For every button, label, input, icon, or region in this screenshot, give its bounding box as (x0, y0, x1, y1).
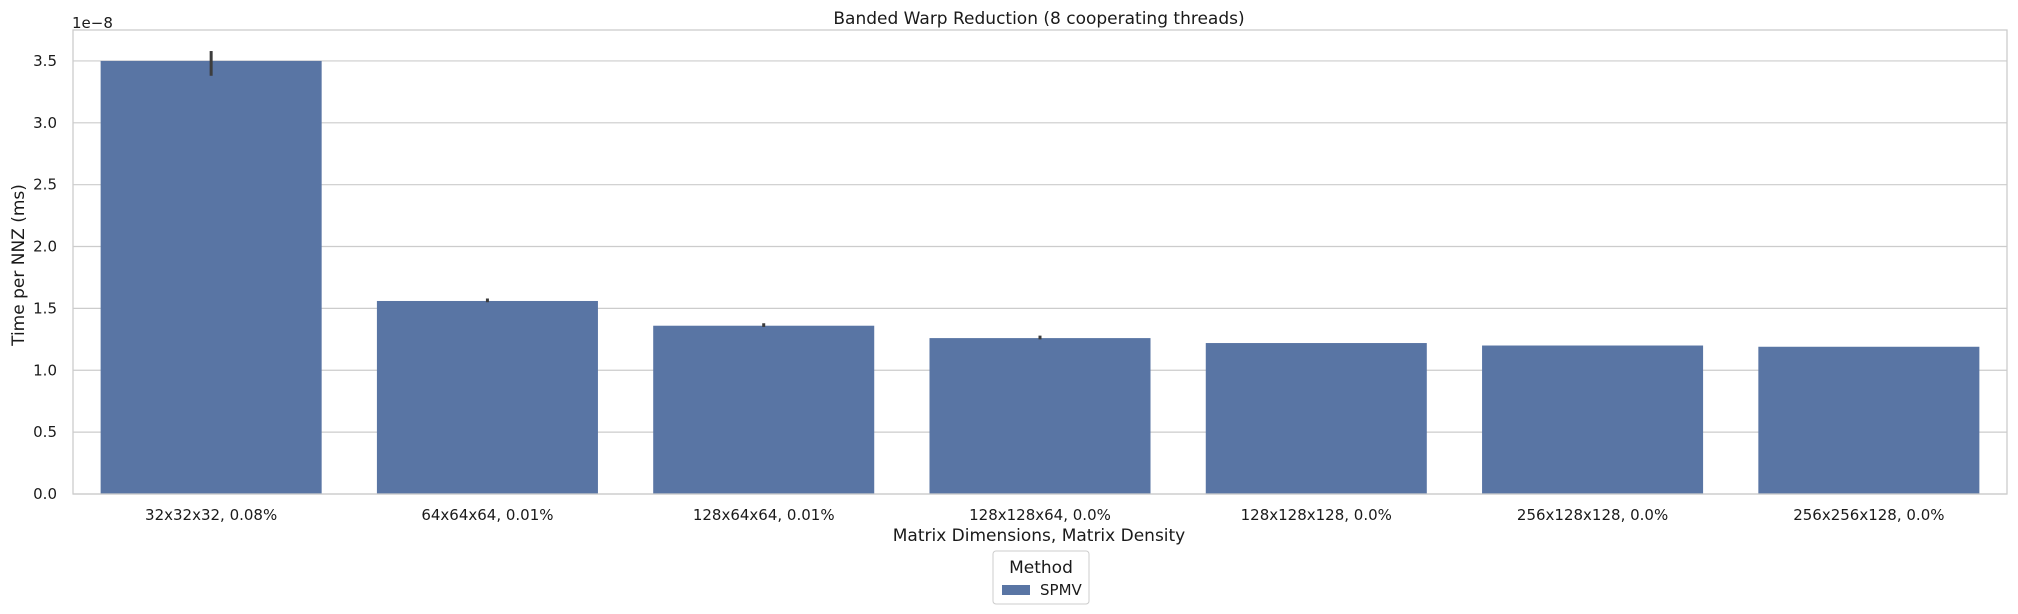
x-tick-label: 256x128x128, 0.0% (1517, 506, 1668, 524)
bars (100, 60, 1980, 494)
y-tick-label: 1.0 (33, 361, 57, 379)
x-tick-label: 128x128x64, 0.0% (969, 506, 1111, 524)
x-tick-label: 128x64x64, 0.01% (693, 506, 835, 524)
y-tick-label: 0.5 (33, 423, 57, 441)
y-tick-labels: 0.0 0.5 1.0 1.5 2.0 2.5 3.0 3.5 (33, 52, 57, 503)
plot-frame (72, 29, 2008, 495)
legend-label-spmv: SPMV (1040, 581, 1083, 599)
error-bars (209, 51, 1042, 340)
y-tick-label: 1.5 (33, 299, 57, 317)
y-tick-label: 3.0 (33, 114, 57, 132)
x-axis-label: Matrix Dimensions, Matrix Density (893, 526, 1186, 546)
y-axis-label: Time per NNZ (ms) (9, 184, 29, 347)
legend-title: Method (1009, 558, 1073, 578)
x-tick-label: 128x128x128, 0.0% (1241, 506, 1392, 524)
legend-swatch-spmv (1002, 585, 1030, 595)
x-tick-label: 64x64x64, 0.01% (421, 506, 553, 524)
legend: Method SPMV (992, 550, 1090, 605)
y-tick-label: 0.0 (33, 485, 57, 503)
bar-6 (1758, 346, 1980, 494)
x-tick-label: 32x32x32, 0.08% (145, 506, 277, 524)
bar-2 (653, 325, 875, 494)
y-tick-label: 2.5 (33, 176, 57, 194)
x-tick-labels: 32x32x32, 0.08% 64x64x64, 0.01% 128x64x64,… (145, 506, 1944, 524)
x-tick-label: 256x256x128, 0.0% (1793, 506, 1944, 524)
chart-title: Banded Warp Reduction (8 cooperating thr… (833, 9, 1244, 29)
bar-1 (376, 300, 598, 494)
bar-4 (1205, 343, 1427, 494)
bar-0 (100, 60, 322, 494)
bar-3 (929, 338, 1151, 494)
bar-5 (1482, 345, 1704, 494)
y-tick-label: 3.5 (33, 52, 57, 70)
y-offset-label: 1e−8 (72, 14, 113, 32)
y-tick-label: 2.0 (33, 238, 57, 256)
